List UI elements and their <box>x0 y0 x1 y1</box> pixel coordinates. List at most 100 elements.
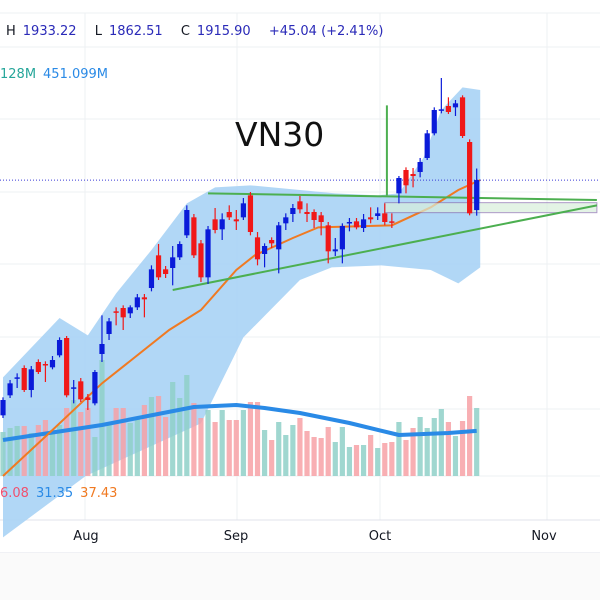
candle-body <box>318 215 324 222</box>
volume-bar <box>254 402 261 476</box>
candle-body <box>360 219 367 228</box>
candle-body <box>389 221 395 223</box>
candle-body <box>410 174 416 176</box>
candle-body <box>417 162 423 172</box>
volume-bar <box>155 396 162 476</box>
volume-bar <box>99 360 105 476</box>
candle-body <box>120 308 126 318</box>
volume-bar <box>431 418 437 476</box>
candle-body <box>64 338 70 396</box>
candle-body <box>353 221 360 228</box>
volume-bar <box>410 428 416 476</box>
volume-ma-line <box>2 403 477 442</box>
candle-body <box>56 340 63 356</box>
candle-body <box>219 219 225 230</box>
volume-bar <box>28 433 34 476</box>
x-tick-nov: Nov <box>531 529 557 544</box>
candle-body <box>155 255 162 278</box>
volume-bar <box>219 410 225 476</box>
volume-bar <box>205 410 211 476</box>
candle-body <box>403 170 409 186</box>
candle-body <box>170 257 176 268</box>
candle-body <box>297 201 303 210</box>
indicator-value-3: 37.43 <box>80 486 118 501</box>
volume-bar <box>7 428 13 476</box>
volume-bar <box>325 427 331 476</box>
volume-bar <box>403 440 409 476</box>
volume-bar <box>163 417 169 476</box>
volume-bar <box>459 421 466 476</box>
volume-bar <box>85 408 91 476</box>
low-label: L <box>94 24 102 39</box>
volume-bar <box>106 423 112 476</box>
candle-body <box>254 237 261 260</box>
volume-bar <box>64 408 70 476</box>
volume-bar <box>339 427 345 476</box>
volume-bar <box>198 418 204 476</box>
indicator-value-1: 6.08 <box>0 486 29 501</box>
change-value: +45.04 (+2.41%) <box>268 24 384 39</box>
volume-bar <box>368 435 374 476</box>
x-tick-sep: Sep <box>223 529 249 544</box>
volume-bar <box>438 409 444 476</box>
volume-bar <box>240 410 246 476</box>
candle-body <box>368 217 374 220</box>
candle-body <box>396 178 402 194</box>
candle-body <box>332 249 338 252</box>
volume-bar <box>304 431 310 476</box>
volume-bar <box>474 407 480 476</box>
candle-body <box>106 321 112 334</box>
candle-body <box>191 217 197 256</box>
candle-body <box>85 397 91 400</box>
volume-bar <box>184 375 190 476</box>
volume-bar <box>375 448 381 476</box>
volume-ma-value: 451.099M <box>43 67 109 82</box>
high-label: H <box>6 24 16 39</box>
candle-body <box>261 246 268 254</box>
volume-bar <box>269 440 275 476</box>
candle-body <box>14 377 20 379</box>
candle-body <box>198 243 204 278</box>
volume-bar <box>134 417 140 476</box>
trendline-support <box>172 204 598 291</box>
volume-bar <box>318 438 324 476</box>
x-tick-oct: Oct <box>368 529 392 544</box>
volume-bar <box>56 425 63 476</box>
candle-body <box>269 240 275 244</box>
volume-bar <box>424 428 430 476</box>
volume-bar <box>297 418 303 476</box>
volume-bar <box>276 422 282 476</box>
volume-bar <box>212 422 218 476</box>
candle-body <box>276 225 282 250</box>
close-value: 1915.90 <box>196 24 251 39</box>
candle-body <box>226 212 232 218</box>
candle-body <box>459 97 466 136</box>
candle-body <box>438 109 444 111</box>
candle-body <box>134 297 140 308</box>
volume-bar <box>191 403 197 476</box>
candle-body <box>7 383 13 396</box>
volume-bar <box>417 417 423 476</box>
candle-body <box>71 387 77 389</box>
volume-bar <box>389 442 395 476</box>
volume-bar <box>78 412 84 476</box>
volume-bar <box>170 382 176 476</box>
volume-bar <box>283 435 289 476</box>
candle-body <box>78 381 84 400</box>
volume-bar <box>71 400 77 476</box>
vn30-annotation[interactable]: VN30 <box>235 115 325 154</box>
candle-body <box>113 311 119 313</box>
candle-body <box>127 307 133 314</box>
candle-body <box>325 225 331 252</box>
volume-bar <box>113 408 119 476</box>
candle-body <box>304 212 310 214</box>
candle-body <box>452 103 459 108</box>
volume-bar <box>396 422 402 476</box>
trendline-resistance <box>208 192 597 201</box>
candle-body <box>177 244 183 258</box>
volume-bar <box>247 402 254 476</box>
volume-bar <box>353 445 360 476</box>
candle-body <box>445 106 452 112</box>
candle-body <box>35 362 41 372</box>
